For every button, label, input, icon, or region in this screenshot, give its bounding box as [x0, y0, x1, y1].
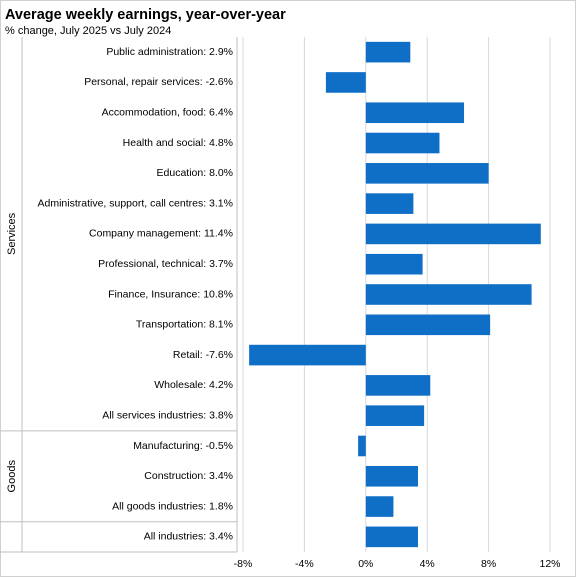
- category-label: Finance, Insurance: 10.8%: [108, 288, 233, 300]
- x-tick-label: -4%: [295, 558, 314, 570]
- category-label: Wholesale: 4.2%: [154, 379, 233, 391]
- category-label: All goods industries: 1.8%: [112, 500, 233, 512]
- category-label: Personal, repair services: -2.6%: [84, 76, 233, 88]
- bar: [365, 526, 418, 548]
- bar: [365, 496, 394, 517]
- category-label: Accommodation, food: 6.4%: [102, 107, 233, 119]
- x-tick-label: -8%: [234, 558, 253, 570]
- bar: [365, 465, 418, 487]
- category-label: Professional, technical: 3.7%: [98, 258, 233, 270]
- category-label: Manufacturing: -0.5%: [133, 440, 233, 452]
- bar: [365, 284, 532, 305]
- bar: [325, 72, 366, 93]
- category-label: Public administration: 2.9%: [106, 46, 233, 58]
- chart-subtitle: % change, July 2025 vs July 2024: [5, 25, 172, 37]
- bar: [249, 344, 366, 366]
- bar: [365, 375, 431, 396]
- category-label: Education: 8.0%: [157, 167, 233, 179]
- category-label: Transportation: 8.1%: [136, 319, 233, 331]
- x-tick-label: 8%: [481, 558, 496, 570]
- bar: [365, 223, 541, 245]
- bar: [365, 253, 423, 275]
- bar: [365, 132, 440, 154]
- x-tick-label: 12%: [539, 558, 560, 570]
- category-label: Company management: 11.4%: [89, 228, 233, 240]
- x-tick-label: 0%: [358, 558, 373, 570]
- bar: [358, 435, 366, 457]
- category-label: Administrative, support, call centres: 3…: [37, 197, 233, 209]
- category-label: Construction: 3.4%: [144, 470, 233, 482]
- category-label: All industries: 3.4%: [144, 531, 233, 543]
- bar: [365, 41, 411, 63]
- chart-title: Average weekly earnings, year-over-year: [5, 7, 286, 23]
- bar: [365, 405, 425, 426]
- bar: [365, 102, 465, 124]
- bar: [365, 193, 414, 214]
- group-label: Goods: [6, 460, 18, 493]
- category-label: Retail: -7.6%: [173, 349, 233, 361]
- bar: [365, 163, 489, 184]
- category-label: Health and social: 4.8%: [123, 137, 233, 149]
- x-tick-label: 4%: [420, 558, 435, 570]
- category-label: All services industries: 3.8%: [102, 409, 233, 421]
- group-label: Services: [6, 212, 18, 255]
- bar: [365, 314, 491, 336]
